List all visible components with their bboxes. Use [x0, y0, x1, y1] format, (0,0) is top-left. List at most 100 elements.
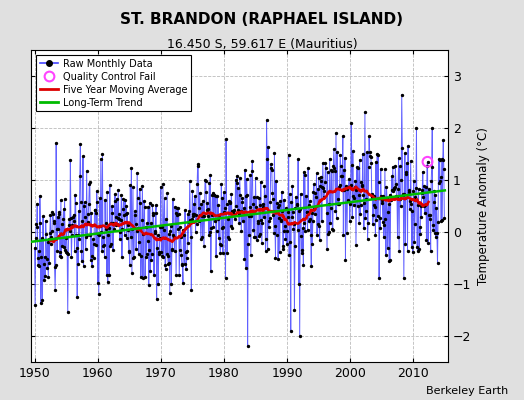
Point: [271, 223, 279, 230]
Point: [38, 235, 46, 241]
Point: [160, 227, 168, 234]
Point: [165, 231, 173, 238]
Point: [54, 211, 63, 217]
Point: [87, 210, 95, 216]
Point: [31, 302, 39, 309]
Point: [291, 205, 300, 212]
Point: [341, 154, 349, 161]
Point: [132, 245, 140, 252]
Point: [137, 253, 146, 260]
Point: [323, 169, 332, 176]
Point: [260, 183, 269, 189]
Point: [432, 205, 441, 212]
Point: [228, 225, 236, 231]
Point: [366, 153, 375, 160]
Point: [71, 192, 79, 198]
Point: [172, 272, 180, 278]
Point: [99, 243, 107, 250]
Point: [357, 179, 365, 185]
Point: [203, 213, 212, 219]
Point: [262, 236, 270, 242]
Point: [34, 262, 42, 268]
Point: [111, 191, 119, 197]
Point: [51, 286, 59, 293]
Point: [303, 227, 312, 234]
Point: [247, 213, 256, 219]
Point: [386, 192, 394, 198]
Point: [223, 250, 231, 257]
Point: [422, 237, 431, 244]
Point: [324, 231, 332, 237]
Point: [63, 250, 71, 257]
Point: [413, 244, 421, 250]
Point: [397, 176, 406, 183]
Point: [100, 242, 108, 248]
Point: [299, 225, 307, 232]
Point: [124, 227, 133, 233]
Point: [387, 194, 396, 201]
Point: [337, 172, 345, 179]
Point: [89, 255, 97, 262]
Point: [424, 186, 433, 192]
Point: [151, 210, 160, 216]
Point: [361, 109, 369, 116]
Point: [325, 155, 334, 162]
Point: [336, 162, 345, 169]
Point: [426, 212, 434, 218]
Point: [438, 156, 446, 162]
Point: [216, 250, 224, 256]
Point: [152, 296, 161, 302]
Point: [389, 188, 398, 194]
Point: [425, 215, 434, 222]
Point: [79, 263, 88, 269]
Point: [125, 248, 133, 254]
Point: [97, 229, 106, 236]
Point: [76, 140, 84, 147]
Point: [101, 254, 109, 260]
Point: [251, 234, 259, 240]
Point: [280, 197, 288, 203]
Point: [406, 205, 414, 212]
Point: [409, 248, 417, 255]
Point: [231, 216, 239, 222]
Point: [159, 254, 168, 260]
Point: [80, 203, 88, 209]
Point: [424, 239, 432, 246]
Point: [48, 228, 56, 234]
Point: [192, 221, 201, 227]
Point: [157, 249, 166, 255]
Point: [281, 223, 289, 229]
Point: [329, 163, 337, 169]
Point: [158, 253, 167, 259]
Point: [105, 224, 113, 231]
Point: [285, 252, 293, 258]
Point: [232, 203, 240, 210]
Point: [136, 200, 145, 206]
Point: [375, 275, 384, 281]
Point: [276, 198, 285, 204]
Point: [296, 206, 304, 212]
Point: [393, 195, 401, 202]
Point: [407, 200, 416, 207]
Point: [369, 193, 378, 200]
Point: [51, 262, 60, 268]
Point: [81, 214, 89, 220]
Point: [162, 216, 170, 222]
Point: [152, 202, 160, 209]
Point: [143, 220, 151, 226]
Point: [255, 232, 263, 239]
Point: [272, 178, 280, 185]
Point: [44, 274, 52, 281]
Point: [201, 177, 210, 184]
Point: [292, 193, 300, 200]
Point: [39, 213, 47, 219]
Point: [173, 205, 181, 211]
Point: [196, 236, 205, 242]
Point: [243, 192, 252, 198]
Point: [367, 194, 376, 201]
Point: [62, 234, 70, 241]
Point: [344, 184, 353, 191]
Point: [373, 213, 381, 219]
Point: [356, 211, 364, 218]
Point: [91, 207, 99, 213]
